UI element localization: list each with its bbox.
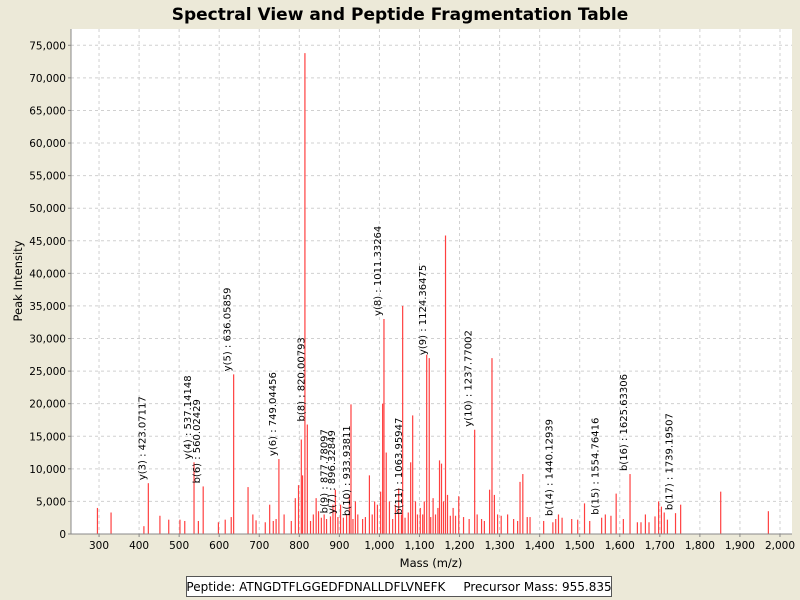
y-tick-label: 60,000 (29, 138, 66, 150)
y-tick-label: 30,000 (29, 334, 66, 346)
peak-series (96, 53, 769, 534)
plot-area (71, 29, 792, 534)
fragment-annotation: y(10) : 1237.77002 (464, 330, 475, 427)
fragment-annotation: y(5) : 636.05859 (223, 287, 234, 371)
fragment-annotation: b(9) : 877.78097 (319, 429, 330, 513)
x-tick-label: 1,400 (525, 540, 555, 552)
spectrum-chart: Spectral View and Peptide Fragmentation … (11, 5, 795, 570)
y-axis-ticks: 0 5,000 10,000 15,000 20,000 25,000 30,000 35,0… (29, 40, 71, 541)
y-tick-label: 25,000 (29, 366, 66, 378)
x-tick-label: 1,300 (485, 540, 515, 552)
y-tick-label: 0 (59, 529, 66, 541)
fragment-annotation: y(9) : 1124.36475 (418, 265, 429, 355)
fragment-annotation: b(17) : 1739.19507 (665, 413, 676, 510)
fragment-annotation: y(4) : 537.14148 (183, 375, 194, 459)
y-tick-label: 5,000 (36, 496, 66, 508)
grid (71, 29, 792, 534)
fragment-annotation: b(6) : 560.02429 (192, 399, 203, 483)
fragment-annotation: y(7) : 896.32849 (327, 430, 338, 514)
y-tick-label: 20,000 (29, 399, 66, 411)
x-tick-label: 2,000 (765, 540, 795, 552)
x-tick-label: 1,900 (725, 540, 755, 552)
x-tick-label: 600 (209, 540, 229, 552)
y-tick-label: 70,000 (29, 73, 66, 85)
fragment-annotation: y(6) : 749.04456 (268, 372, 279, 456)
peptide-sequence: Peptide: ATNGDTFLGGEDFDNALLDFLVNEFK (186, 579, 446, 594)
y-axis-label: Peak Intensity (11, 240, 25, 321)
y-tick-label: 35,000 (29, 301, 66, 313)
x-tick-label: 1,500 (565, 540, 595, 552)
x-tick-label: 500 (169, 540, 189, 552)
fragment-annotation: y(8) : 1011.33264 (373, 226, 384, 316)
y-tick-label: 45,000 (29, 236, 66, 248)
chart-title: Spectral View and Peptide Fragmentation … (172, 5, 629, 25)
y-tick-label: 10,000 (29, 464, 66, 476)
x-tick-label: 300 (89, 540, 109, 552)
x-tick-label: 700 (249, 540, 269, 552)
precursor-mass: Precursor Mass: 955.835 (463, 579, 612, 594)
fragment-annotation: b(8) : 820.00793 (296, 337, 307, 421)
x-tick-label: 1,100 (404, 540, 434, 552)
y-tick-label: 55,000 (29, 171, 66, 183)
y-tick-label: 50,000 (29, 203, 66, 215)
y-tick-label: 40,000 (29, 268, 66, 280)
x-tick-label: 1,600 (605, 540, 635, 552)
y-tick-label: 15,000 (29, 431, 66, 443)
fragment-annotation: b(10) : 933.93811 (342, 425, 353, 516)
x-axis-ticks: 300 400 500 600 700 800 900 1,000 1,100 1,200 1,30… (89, 534, 795, 552)
y-tick-label: 65,000 (29, 105, 66, 117)
x-axis-label: Mass (m/z) (400, 556, 463, 570)
fragment-annotation: b(11) : 1063.95947 (394, 418, 405, 515)
fragment-annotation: b(14) : 1440.12939 (545, 419, 556, 516)
x-tick-label: 1,000 (364, 540, 394, 552)
y-tick-label: 75,000 (29, 40, 66, 52)
x-tick-label: 1,700 (645, 540, 675, 552)
x-tick-label: 400 (129, 540, 149, 552)
fragment-annotation: b(16) : 1625.63306 (619, 374, 630, 471)
x-tick-label: 900 (329, 540, 349, 552)
fragment-annotation: y(3) : 423.07117 (137, 396, 148, 480)
x-tick-label: 800 (289, 540, 309, 552)
fragment-annotation: b(15) : 1554.76416 (591, 418, 602, 515)
peptide-info-box: Peptide: ATNGDTFLGGEDFDNALLDFLVNEFK Prec… (186, 576, 612, 597)
x-tick-label: 1,200 (445, 540, 475, 552)
x-tick-label: 1,800 (685, 540, 715, 552)
